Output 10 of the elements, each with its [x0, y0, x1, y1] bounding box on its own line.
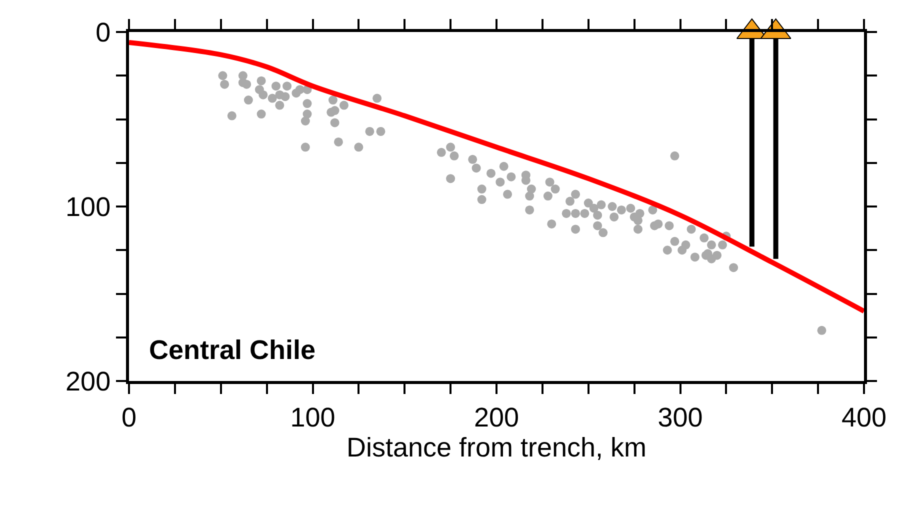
- x-tick-label: 400: [841, 402, 887, 432]
- annotation: Central Chile: [149, 335, 316, 365]
- y-tick-label: 200: [66, 366, 111, 396]
- x-tick-label: 100: [290, 402, 336, 432]
- y-tick-label: 0: [96, 17, 111, 48]
- y-tick-label: 100: [66, 192, 111, 222]
- x-tick-label: 0: [121, 402, 137, 432]
- x-axis-title: Distance from trench, km: [346, 432, 647, 462]
- x-tick-label: 300: [658, 402, 703, 432]
- x-tick-label: 200: [474, 402, 520, 432]
